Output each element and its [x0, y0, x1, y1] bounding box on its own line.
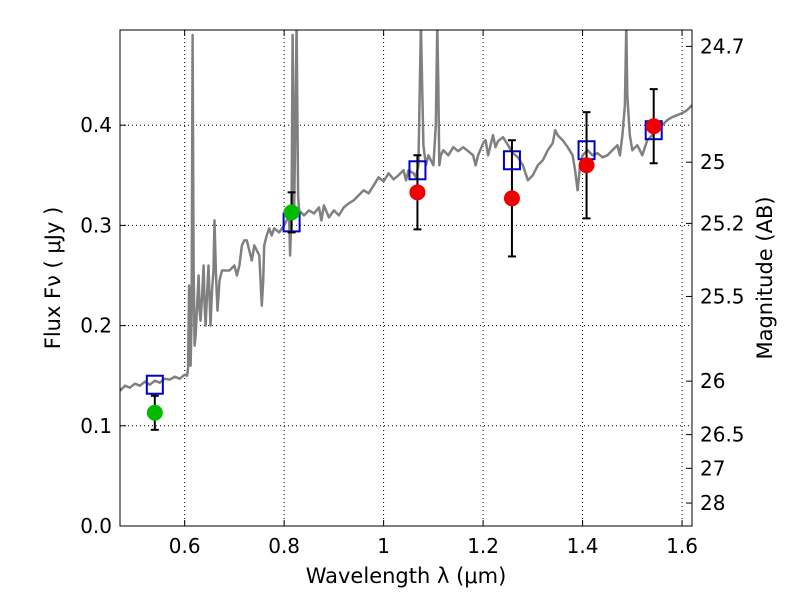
observed-flux-point	[283, 204, 300, 221]
y2-tick-label: 26.5	[700, 423, 745, 447]
observed-flux-point	[409, 184, 426, 201]
y2-tick-label: 27	[700, 456, 725, 480]
axis-ticks: 0.6 0.8 1 1.2 1.4 1.6 0.0 0.1 0.2 0.3 0.4 24.7 25 25.…	[80, 30, 745, 558]
x-tick-label: 0.8	[268, 534, 300, 558]
spectrum-line	[120, 30, 692, 392]
grid-lines	[120, 30, 692, 526]
y-tick-label: 0.3	[80, 213, 112, 237]
model-square-point	[145, 374, 164, 395]
y2-tick-label: 25.2	[700, 211, 745, 235]
x-tick-label: 1	[377, 534, 390, 558]
x-axis-title: Wavelength λ (μm)	[306, 564, 507, 588]
x-tick-label: 1.6	[666, 534, 698, 558]
y2-tick-label: 25	[700, 150, 725, 174]
y2-tick-label: 24.7	[700, 34, 745, 58]
observed-flux-point	[578, 157, 595, 174]
y2-axis-title: Magnitude (AB)	[753, 196, 777, 359]
y-tick-label: 0.4	[80, 113, 112, 137]
x-tick-label: 1.4	[567, 534, 599, 558]
observed-flux-point	[146, 404, 163, 421]
y2-tick-label: 28	[700, 491, 725, 515]
x-tick-label: 0.6	[169, 534, 201, 558]
x-tick-label: 1.2	[467, 534, 499, 558]
plot-frame	[119, 29, 693, 527]
y-axis-title: Flux Fν ( μJy )	[41, 207, 65, 350]
observed-flux-point	[645, 118, 662, 135]
y-tick-label: 0.0	[80, 514, 112, 538]
y2-tick-label: 26	[700, 369, 725, 393]
y-tick-label: 0.1	[80, 414, 112, 438]
observed-flux-point	[503, 190, 520, 207]
y2-tick-label: 25.5	[700, 284, 745, 308]
y-tick-label: 0.2	[80, 314, 112, 338]
